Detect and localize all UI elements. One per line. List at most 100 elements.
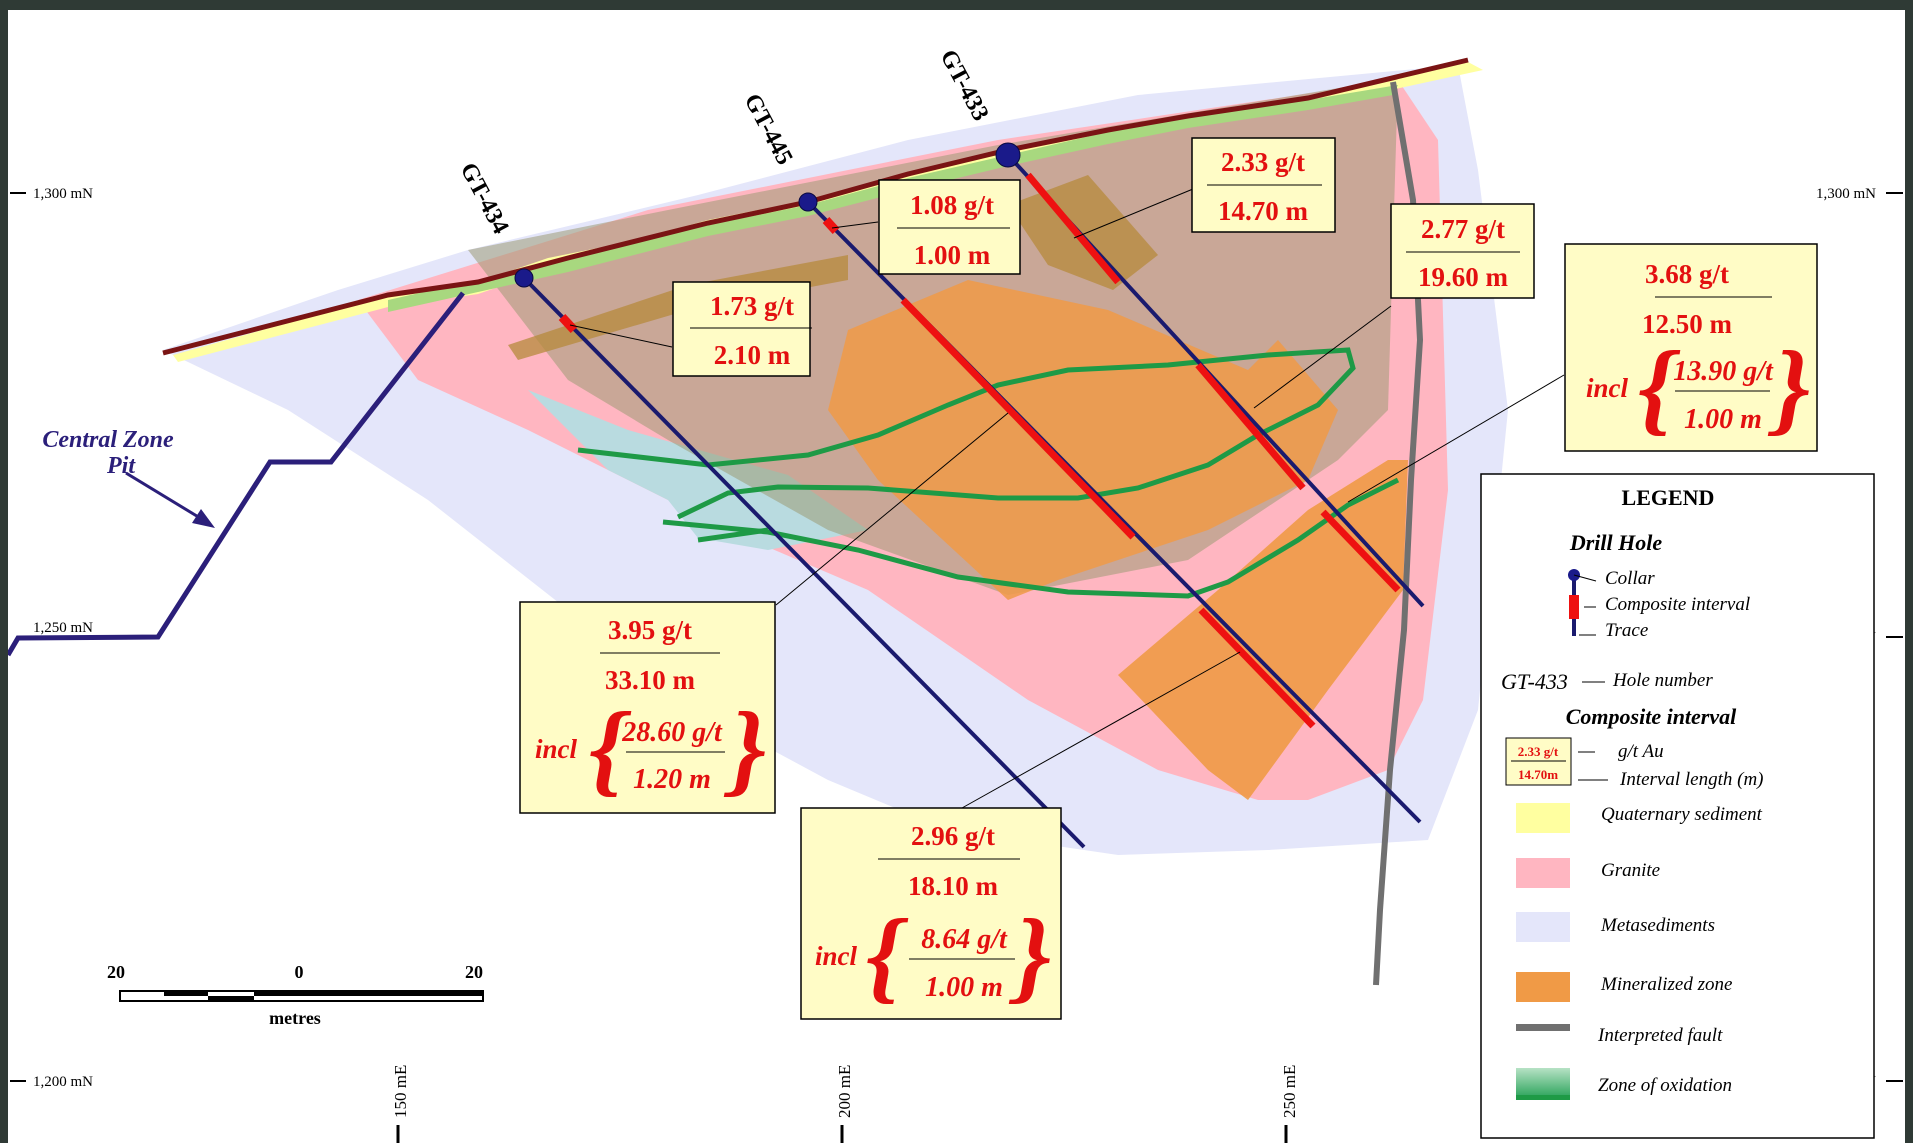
svg-text:2.33 g/t: 2.33 g/t [1518,744,1559,759]
legend-label-granite: Granite [1601,860,1660,881]
legend-swatch-quaternary [1516,803,1570,833]
intercept-box-a: 1.73 g/t 2.10 m [672,281,812,377]
svg-text:incl: incl [1586,373,1629,403]
pit-label-line2: Pit [106,453,136,479]
svg-text:2.77 g/t: 2.77 g/t [1421,214,1505,244]
svg-text:}: } [723,691,766,806]
legend-swatch-granite [1516,858,1570,888]
hole-label-gt-445: GT-445 [739,90,798,170]
svg-text:{: { [866,898,909,1013]
intercept-box-d: 2.77 g/t 19.60 m [1390,203,1535,299]
legend-label-oxidation: Zone of oxidation [1598,1075,1732,1096]
legend-title: LEGEND [1622,485,1715,510]
cross-section-canvas: Central Zone Pit GT-434 GT-445 GT-433 1.… [8,10,1905,1143]
svg-text:2.33 g/t: 2.33 g/t [1221,147,1305,177]
hole-label-gt-434: GT-434 [455,159,514,239]
svg-text:13.90 g/t: 13.90 g/t [1673,356,1774,387]
intercept-box-f: 3.95 g/t 33.10 m incl { 28.60 g/t 1.20 m… [519,601,776,814]
legend-drill-hole-heading: Drill Hole [1569,530,1663,555]
legend-swatch-mineralized [1516,972,1570,1002]
svg-text:1.73 g/t: 1.73 g/t [710,291,794,321]
northing-1300-right: 1,300 mN [1816,186,1876,202]
pit-label-line1: Central Zone [42,427,174,453]
svg-text:incl: incl [815,941,858,971]
svg-text:20: 20 [107,962,125,982]
northing-1250-left: 1,250 mN [33,620,93,636]
composite-interval [1025,172,1121,285]
cross-section-map: Central Zone Pit GT-434 GT-445 GT-433 1.… [8,46,1903,1143]
svg-text:}: } [1767,330,1810,445]
svg-text:1.00 m: 1.00 m [914,240,991,270]
legend-interval-length-label: Interval length (m) [1619,769,1764,790]
oxidation-lines [577,347,1400,599]
legend-collar-label: Collar [1605,568,1655,589]
oxidation-line-lower [662,477,1400,599]
composite-interval [900,297,1136,540]
oxidation-line-upper [577,347,1356,520]
svg-text:{: { [589,691,632,806]
svg-text:2.96 g/t: 2.96 g/t [911,821,995,851]
northing-1300-left: 1,300 mN [33,186,93,202]
svg-text:12.50 m: 12.50 m [1642,309,1733,339]
svg-text:2.10 m: 2.10 m [714,340,791,370]
legend-composite-label: Composite interval [1605,594,1750,615]
legend-swatch-oxidation [1516,1068,1570,1098]
geology-layers [162,57,1508,855]
composite-interval [1320,509,1401,593]
legend-trace-label: Trace [1605,620,1648,641]
legend-hole-example: GT-433 [1501,669,1568,694]
svg-text:metres: metres [269,1008,321,1028]
collar-gt-434 [514,268,534,288]
composite-interval [1195,362,1306,491]
svg-text:}: } [1008,898,1051,1013]
mineralized-zone [1118,460,1408,800]
intercept-box-g: 2.96 g/t 18.10 m incl { 8.64 g/t 1.00 m … [800,807,1062,1020]
intercept-box-b: 1.08 g/t 1.00 m [878,179,1021,275]
legend: LEGEND Drill Hole Collar Composite inter… [1480,473,1875,1139]
central-zone-pit-outline [8,291,465,657]
drill-collars [514,142,1021,288]
legend-swatch-metasediments [1516,912,1570,942]
svg-text:1.00 m: 1.00 m [1684,404,1762,435]
svg-text:19.60 m: 19.60 m [1418,262,1509,292]
legend-composite-symbol [1569,595,1579,619]
legend-gtau-label: g/t Au [1618,741,1664,762]
svg-text:8.64 g/t: 8.64 g/t [921,924,1008,955]
composite-interval [558,313,578,334]
oxidation-line-lower-b [697,527,769,543]
svg-text:1.08 g/t: 1.08 g/t [910,190,994,220]
easting-labels: 150 mE 200 mE 250 mE [391,1065,1299,1143]
composite-interval [822,216,840,235]
easting-250: 250 mE [1280,1065,1299,1118]
legend-label-mineralized: Mineralized zone [1600,974,1732,995]
svg-text:18.10 m: 18.10 m [908,871,999,901]
intercept-box-c: 2.33 g/t 14.70 m [1191,137,1336,233]
legend-label-fault: Interpreted fault [1597,1025,1723,1046]
easting-200: 200 mE [835,1065,854,1118]
svg-text:14.70 m: 14.70 m [1218,196,1309,226]
quaternary-sediment [173,62,1483,362]
collar-gt-433 [995,142,1021,168]
svg-text:3.68 g/t: 3.68 g/t [1645,259,1729,289]
legend-composite-heading: Composite interval [1566,704,1737,729]
mineralized-zone [1008,175,1158,290]
svg-text:{: { [1638,330,1681,445]
northing-1200-left: 1,200 mN [33,1074,93,1090]
svg-text:28.60 g/t: 28.60 g/t [621,717,723,748]
collar-gt-445 [798,192,818,212]
oxidation-tint [528,390,868,550]
svg-text:14.70m: 14.70m [1518,767,1558,782]
svg-text:20: 20 [465,962,483,982]
composite-intervals [558,172,1401,729]
svg-text:1.20 m: 1.20 m [633,764,711,795]
drill-trace-gt-434 [522,276,1086,849]
topographic-surface [162,57,1469,356]
legend-swatch-fault [1516,1024,1570,1031]
composite-interval [1198,607,1316,729]
svg-text:1.00 m: 1.00 m [925,972,1003,1003]
svg-text:33.10 m: 33.10 m [605,665,696,695]
leader-lines [569,188,1565,809]
legend-label-metasediments: Metasediments [1600,915,1715,936]
scale-bar: 20 0 20 metres [107,962,484,1028]
